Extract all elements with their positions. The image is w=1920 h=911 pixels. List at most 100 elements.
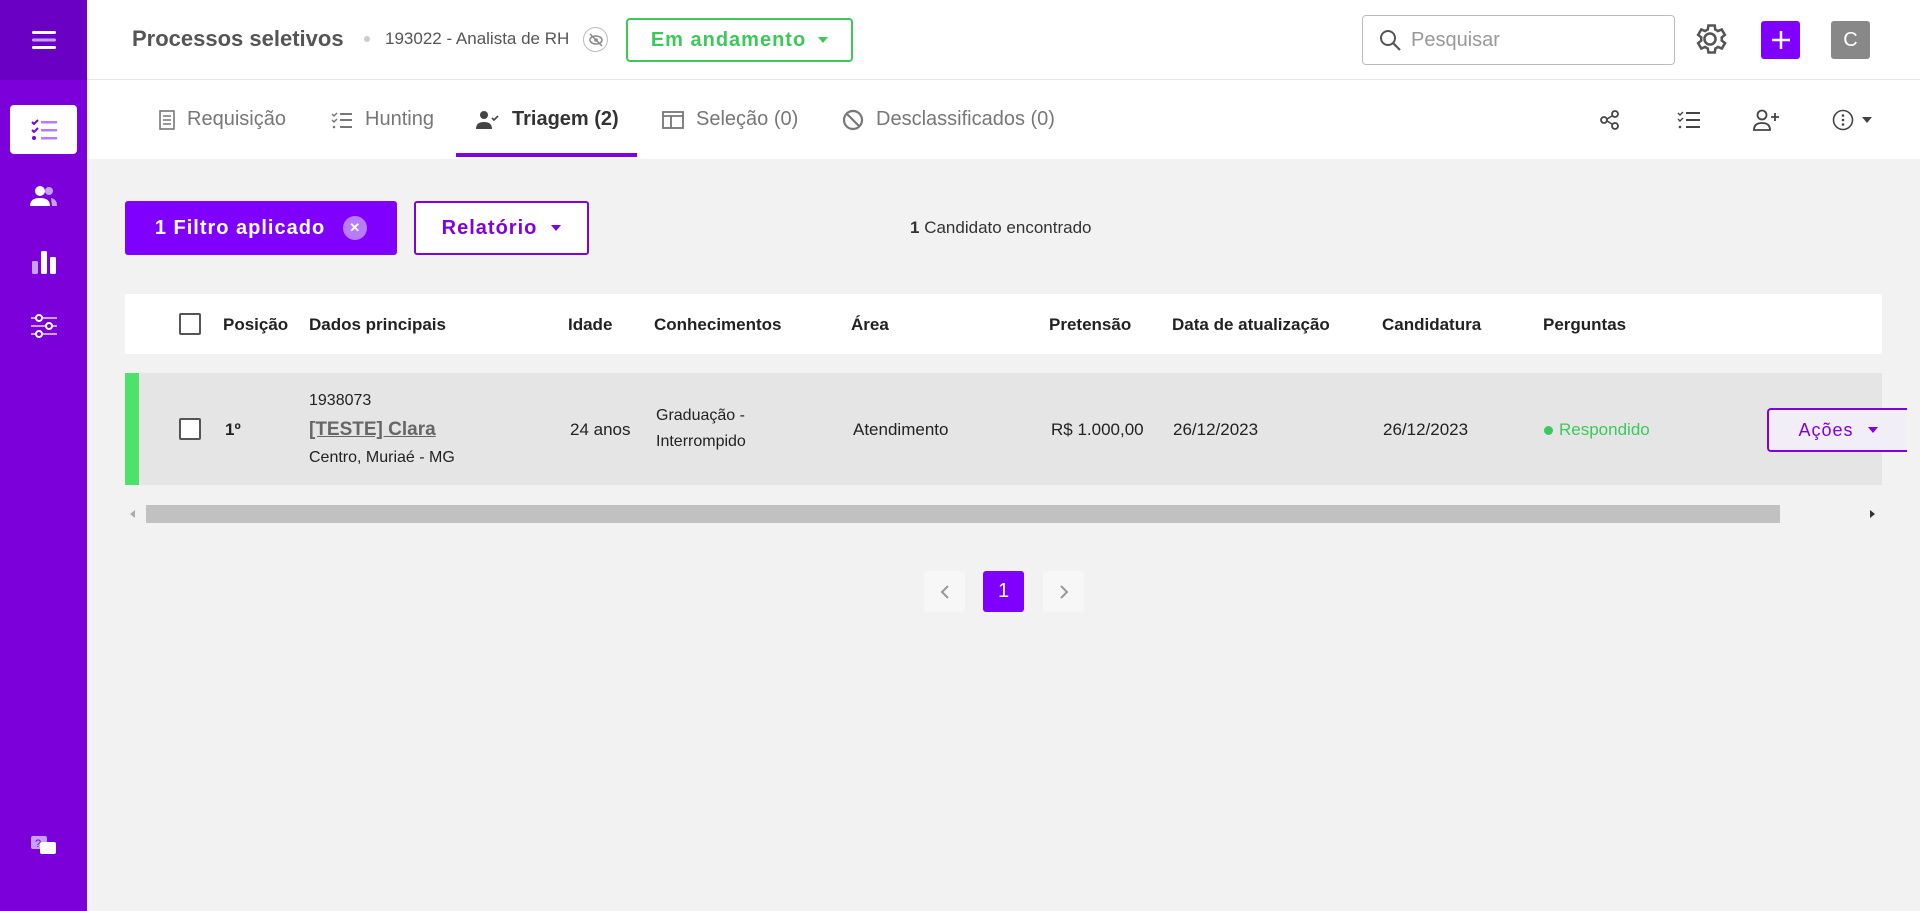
next-page-button[interactable]	[1043, 571, 1084, 612]
column-header[interactable]: Pretensão	[1049, 315, 1132, 334]
horizontal-scrollbar[interactable]	[125, 505, 1882, 523]
page-button[interactable]: 1	[983, 571, 1024, 612]
scroll-right-icon[interactable]	[1870, 510, 1875, 518]
tab-hunting[interactable]: Hunting	[331, 80, 434, 159]
questions-status: Respondido	[1544, 420, 1650, 440]
tab-label: Triagem (2)	[512, 108, 619, 130]
report-dropdown[interactable]: Relatório	[414, 201, 589, 255]
checklist-button[interactable]	[1674, 105, 1704, 135]
search-icon	[1380, 30, 1401, 51]
table-row[interactable]: 1º 1938073 [TESTE] Clara Centro, Muriaé …	[125, 373, 1907, 485]
tab-label: Desclassificados (0)	[876, 108, 1055, 130]
filter-label: 1 Filtro aplicado	[154, 216, 326, 239]
visibility-button[interactable]	[583, 27, 608, 52]
help-chat-icon: ?	[30, 835, 56, 854]
add-button[interactable]	[1761, 21, 1800, 59]
filter-button[interactable]: 1 Filtro aplicado ✕	[125, 201, 397, 255]
sidebar-item-processes[interactable]	[10, 105, 77, 154]
status-dropdown[interactable]: Em andamento	[626, 18, 853, 62]
user-check-icon	[476, 110, 499, 129]
menu-icon	[31, 31, 56, 49]
column-header[interactable]: Conhecimentos	[654, 315, 782, 334]
eye-off-icon	[588, 32, 603, 47]
column-header[interactable]: Área	[851, 315, 889, 334]
position: 1º	[225, 420, 241, 439]
clear-filter-icon[interactable]: ✕	[343, 216, 368, 240]
more-options-button[interactable]	[1827, 105, 1877, 135]
tab-label: Hunting	[365, 108, 434, 130]
candidate-name-link[interactable]: [TESTE] Clara	[309, 419, 436, 440]
menu-button[interactable]	[0, 0, 87, 80]
sidebar-item-people[interactable]	[10, 171, 77, 220]
tab-label: Seleção (0)	[696, 108, 799, 130]
checklist-icon	[30, 118, 57, 140]
tab-selecao[interactable]: Seleção (0)	[662, 80, 798, 159]
column-header[interactable]: Dados principais	[309, 315, 446, 334]
column-header[interactable]: Perguntas	[1543, 315, 1627, 334]
user-plus-icon	[1753, 109, 1779, 131]
block-icon	[842, 109, 864, 130]
receipt-icon	[159, 109, 175, 130]
select-all-checkbox[interactable]	[179, 313, 201, 335]
sidebar-item-settings[interactable]	[10, 301, 77, 350]
columns-icon	[662, 110, 684, 129]
application-date: 26/12/2023	[1383, 420, 1469, 439]
scroll-left-icon[interactable]	[130, 510, 135, 518]
sidebar: ?	[0, 0, 87, 911]
count-number: 1	[910, 218, 920, 237]
knowledge-line-2: Interrompido	[656, 433, 746, 450]
caret-down-icon	[1867, 427, 1878, 433]
column-header[interactable]: Posição	[223, 315, 289, 334]
candidate-location: Centro, Muriaé - MG	[309, 449, 455, 466]
chevron-left-icon	[940, 584, 949, 599]
caret-down-icon	[1862, 117, 1872, 123]
settings-button[interactable]	[1691, 20, 1729, 63]
info-icon	[1832, 109, 1854, 131]
add-candidate-button[interactable]	[1751, 105, 1781, 135]
column-header[interactable]: Idade	[568, 315, 613, 334]
tab-requisicao[interactable]: Requisição	[159, 80, 286, 159]
checklist-icon	[331, 111, 352, 128]
caret-down-icon	[551, 225, 562, 231]
sliders-icon	[30, 313, 57, 338]
separator-dot	[364, 36, 370, 42]
tab-triagem[interactable]: Triagem (2)	[456, 80, 637, 159]
questions-label: Respondido	[1559, 420, 1650, 439]
bar-chart-icon	[31, 250, 56, 274]
svg-text:?: ?	[35, 838, 41, 850]
gear-icon	[1696, 24, 1727, 54]
page-title: Processos seletivos	[132, 26, 344, 51]
people-icon	[29, 185, 57, 206]
row-checkbox[interactable]	[179, 418, 201, 440]
update-date: 26/12/2023	[1173, 420, 1259, 439]
search-input[interactable]	[1411, 28, 1651, 52]
age: 24 anos	[570, 420, 631, 439]
actions-label: Ações	[1798, 419, 1854, 440]
status-label: Em andamento	[650, 28, 807, 51]
candidate-id: 1938073	[309, 392, 372, 409]
tab-desclassificados[interactable]: Desclassificados (0)	[842, 80, 1055, 159]
report-label: Relatório	[441, 216, 538, 239]
prev-page-button[interactable]	[924, 571, 965, 612]
search-box[interactable]	[1362, 15, 1675, 65]
salary: R$ 1.000,00	[1051, 420, 1144, 439]
area: Atendimento	[853, 420, 949, 439]
help-button[interactable]: ?	[10, 821, 77, 870]
actions-dropdown[interactable]: Ações	[1767, 408, 1907, 452]
avatar[interactable]: C	[1831, 21, 1870, 59]
column-header[interactable]: Candidatura	[1382, 315, 1482, 334]
chevron-right-icon	[1059, 584, 1068, 599]
knowledge-line-1: Graduação -	[656, 407, 745, 424]
share-button[interactable]	[1595, 105, 1625, 135]
checklist-icon	[1677, 111, 1700, 129]
sidebar-item-reports[interactable]	[10, 237, 77, 286]
table-header: Posição Dados principais Idade Conhecime…	[125, 294, 1882, 354]
plus-icon	[1771, 31, 1790, 49]
column-header[interactable]: Data de atualização	[1172, 315, 1330, 334]
status-dot-icon	[1544, 425, 1553, 435]
caret-down-icon	[818, 37, 829, 43]
scrollbar-thumb[interactable]	[146, 505, 1780, 523]
count-text: Candidato encontrado	[924, 218, 1092, 237]
top-header: Processos seletivos 193022 - Analista de…	[87, 0, 1920, 80]
results-count: 1 Candidato encontrado	[910, 218, 1092, 238]
